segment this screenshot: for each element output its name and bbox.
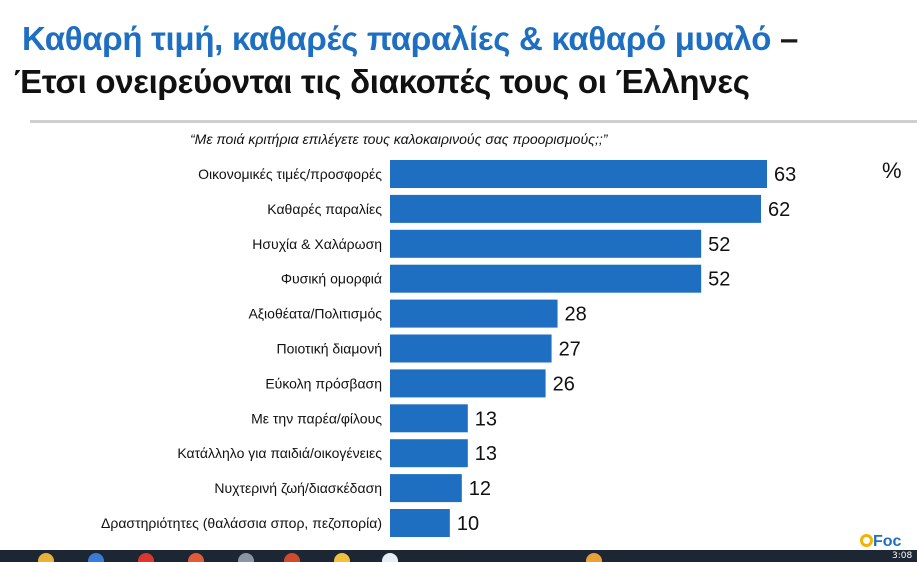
bar [390,369,546,398]
category-label: Με την παρέα/φίλους [251,410,382,426]
taskbar-tool-icon[interactable] [238,553,254,562]
category-label: Αξιοθέατα/Πολιτισμός [248,306,382,322]
value-label: 28 [565,304,587,326]
survey-question: “Με ποιά κριτήρια επιλέγετε τους καλοκαι… [190,131,608,147]
taskbar-media-icon[interactable] [188,553,204,562]
value-label: 52 [708,234,730,256]
taskbar-browser-icon[interactable] [138,553,154,562]
slide-title-main: Καθαρή τιμή, καθαρές παραλίες & καθαρό μ… [22,20,772,57]
category-label: Ποιοτική διαμονή [276,341,382,357]
taskbar-file-icon[interactable] [586,553,602,562]
logo-ring-icon [860,534,873,547]
value-label: 10 [457,513,479,535]
bar [390,264,702,293]
bar [390,439,468,468]
value-label: 12 [469,478,491,500]
bar [390,194,762,223]
bar [390,474,462,503]
category-label: Εύκολη πρόσβαση [265,375,382,391]
value-label: 26 [553,373,575,395]
slide-title-line-2: Έτσι ονειρεύονται τις διακοπές τους οι Έ… [14,63,750,100]
bar [390,160,767,188]
title-divider [30,120,917,123]
category-label: Δραστηριότητες (θαλάσσια σπορ, πεζοπορία… [101,515,382,531]
taskbar-presentation-icon[interactable] [284,553,300,562]
category-label: Νυχτερινή ζωή/διασκέδαση [214,480,382,496]
taskbar-document-icon[interactable] [382,553,398,562]
brand-logo-text: Foc [873,533,902,550]
category-label: Οικονομικές τιμές/προσφορές [198,166,382,182]
bar [390,229,702,258]
value-label: 52 [708,269,730,291]
category-label: Κατάλληλο για παιδιά/οικογένειες [177,445,382,461]
value-label: 27 [559,339,581,361]
taskbar-folder-icon[interactable] [38,553,54,562]
category-label: Φυσική ομορφιά [281,271,382,287]
brand-logo: Foc [860,533,901,551]
taskbar-app-icon[interactable] [88,553,104,562]
bar [390,404,468,433]
value-label: 63 [774,164,796,186]
bar [390,334,552,363]
value-label: 13 [475,443,497,465]
value-label: 13 [475,408,497,430]
slide-title-dash: – [779,20,798,57]
taskbar [0,550,917,562]
taskbar-notes-icon[interactable] [334,553,350,562]
taskbar-clock: 3:08 [892,551,913,561]
bar [390,509,450,537]
bar [390,299,558,328]
category-label: Καθαρές παραλίες [267,201,382,217]
unit-label: % [882,158,902,183]
value-label: 62 [768,199,790,221]
bar-chart: Οικονομικές τιμές/προσφορές 63 Καθαρές παρ… [101,160,796,537]
slide-title-line-1: Καθαρή τιμή, καθαρές παραλίες & καθαρό μ… [22,20,798,58]
category-label: Ησυχία & Χαλάρωση [252,236,382,252]
